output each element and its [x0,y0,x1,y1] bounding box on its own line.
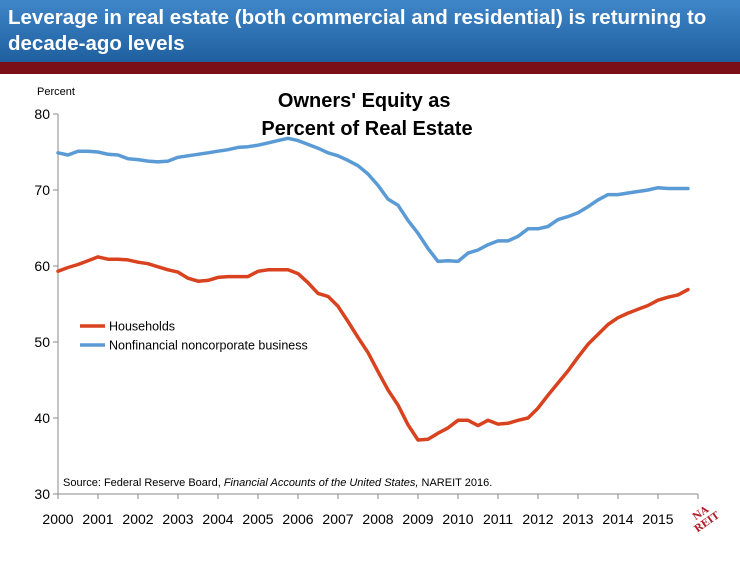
x-tick-label: 2002 [122,511,153,527]
y-tick-label: 80 [34,106,50,122]
y-axis-label: Percent [37,86,75,98]
series-line-0 [56,255,690,442]
x-tick-label: 2004 [202,511,233,527]
legend: Households Nonfinancial noncorporate busi… [80,320,308,353]
legend-label-0: Households [109,320,175,334]
x-tick-label: 2014 [602,511,633,527]
x-tick-label: 2010 [442,511,473,527]
y-tick-label: 70 [34,182,50,198]
x-tick-label: 2012 [522,511,553,527]
x-tick-label: 2011 [483,511,513,527]
legend-label-1: Nonfinancial noncorporate business [109,339,308,353]
source-note: Source: Federal Reserve Board, Financial… [63,477,492,489]
x-tick-label: 2001 [82,511,113,527]
y-tick-labels: 30 40 50 60 70 80 [34,106,50,502]
y-tick-label: 40 [34,410,50,426]
x-tick-label: 2003 [162,511,193,527]
slide-header: Leverage in real estate (both commercial… [0,0,740,62]
x-tick-label: 2007 [322,511,353,527]
x-tick-label: 2000 [42,511,73,527]
chart-title-line-2: Percent of Real Estate [261,118,472,140]
x-tick-label: 2009 [402,511,433,527]
chart-title-line-1: Owners' Equity as [278,90,451,112]
series-lines [56,136,690,442]
y-tick-label: 30 [34,486,50,502]
source-text-italic: Financial Accounts of the United States, [224,477,419,489]
header-divider [0,62,740,74]
x-tick-label: 2006 [282,511,313,527]
source-text-end: NAREIT 2016. [418,477,492,489]
slide-title: Leverage in real estate (both commercial… [8,6,707,55]
source-text: Source: Federal Reserve Board, [63,477,224,489]
x-tick-label: 2008 [362,511,393,527]
y-tick-label: 50 [34,334,50,350]
chart-title: Owners' Equity as Percent of Real Estate [261,90,472,140]
x-tick-labels: 2000 2001 2002 2003 2004 2005 2006 2007 2008 2009… [42,511,673,527]
series-line-1 [56,136,690,264]
x-tick-label: 2005 [242,511,273,527]
x-tick-label: 2013 [562,511,593,527]
x-tick-label: 2015 [642,511,673,527]
axes [53,113,699,499]
y-tick-label: 60 [34,258,50,274]
